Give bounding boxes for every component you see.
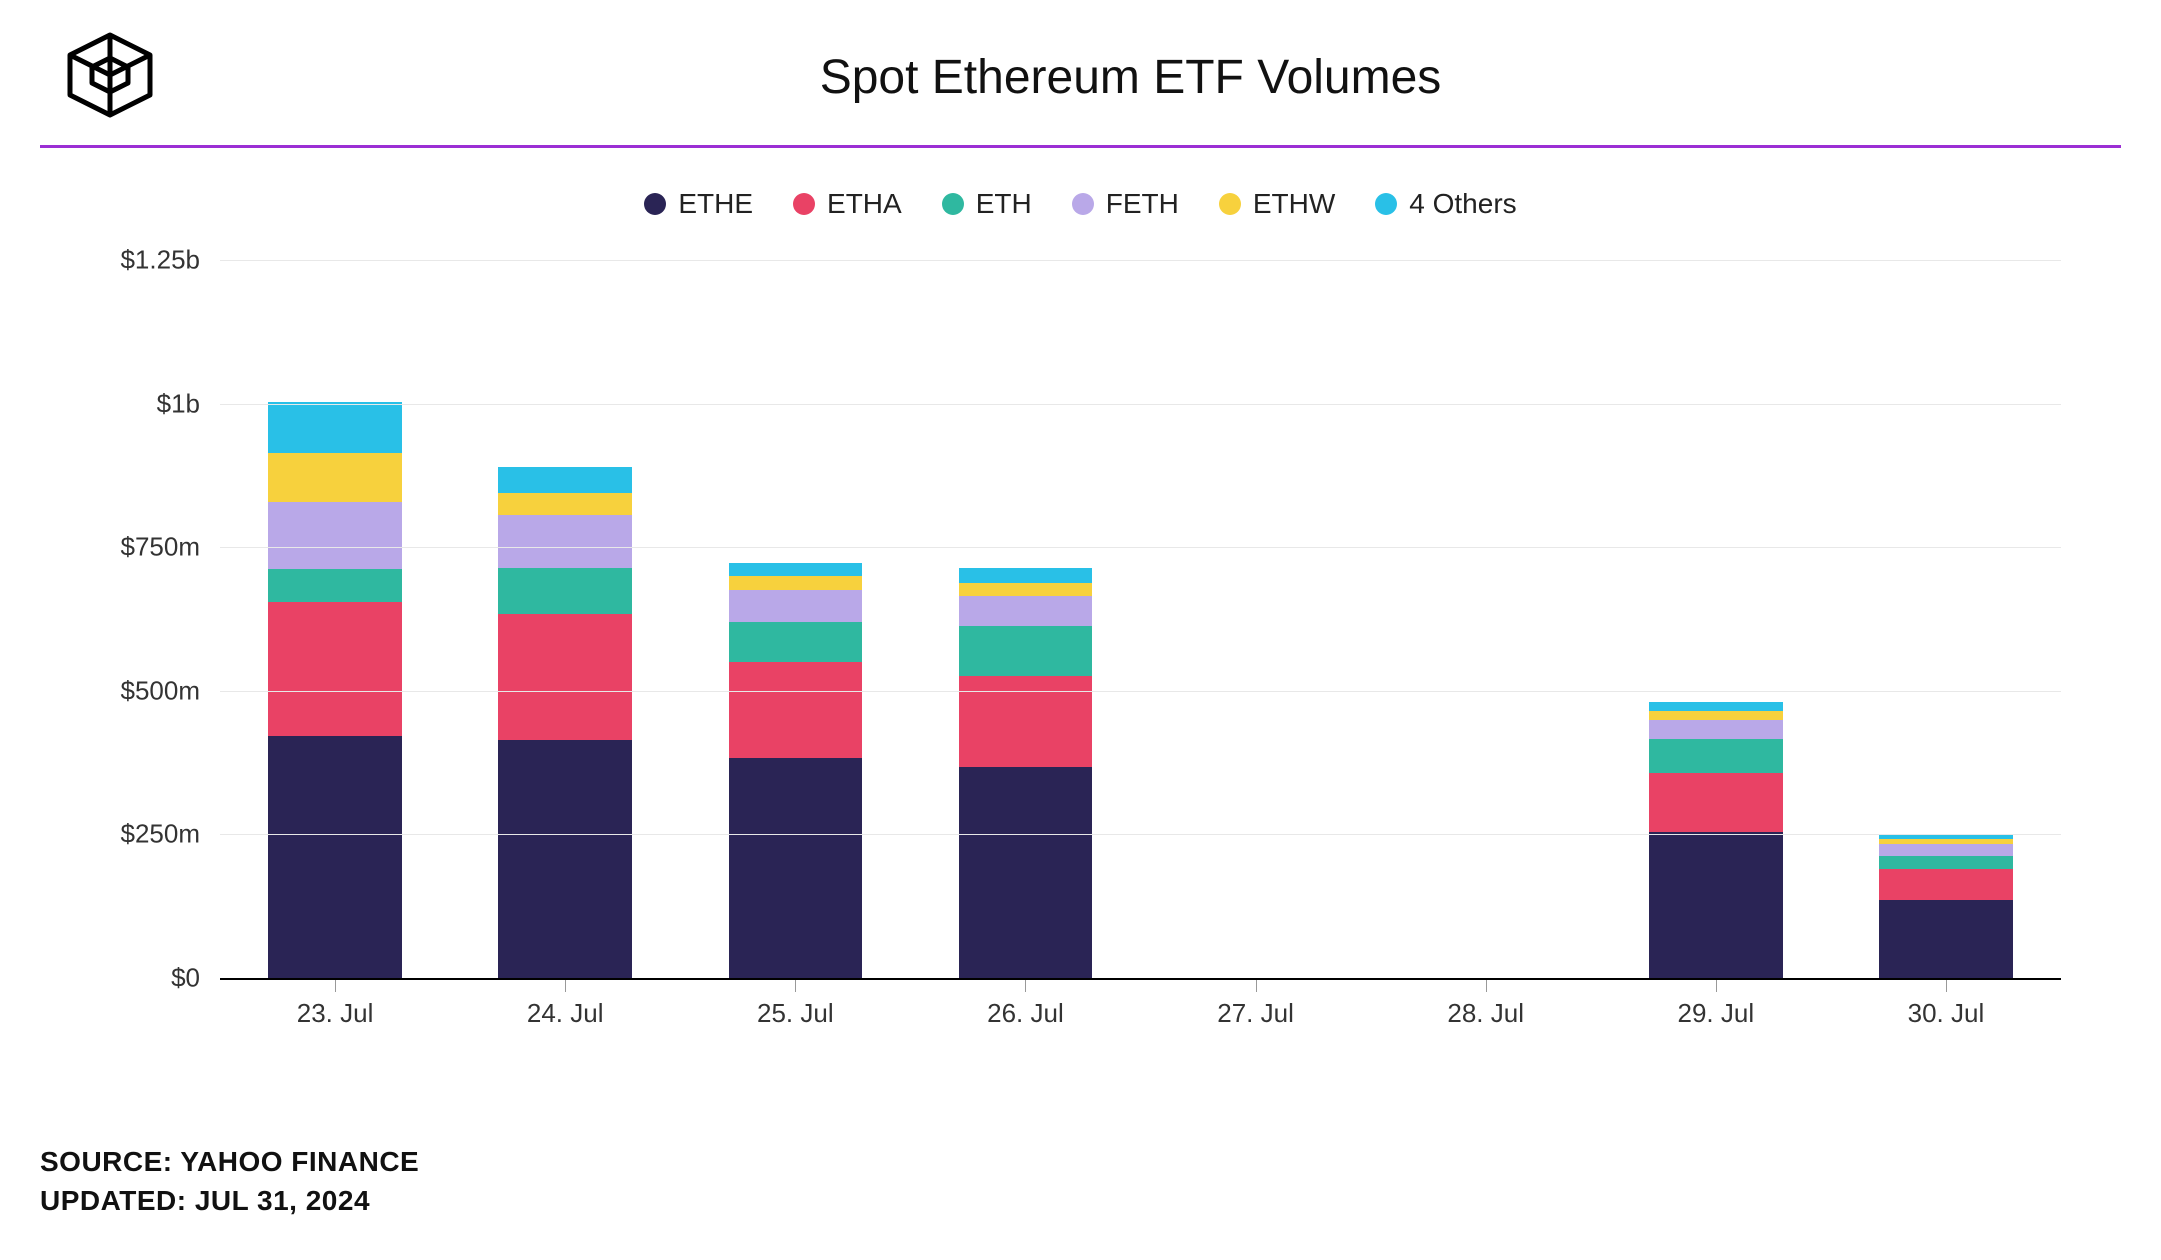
bar-slot	[680, 260, 910, 978]
bar-segment	[729, 576, 862, 589]
legend-label: ETHA	[827, 188, 902, 220]
chart-title: Spot Ethereum ETF Volumes	[160, 50, 2101, 105]
chart-footer: SOURCE: YAHOO FINANCE UPDATED: JUL 31, 2…	[40, 1142, 419, 1220]
bar-segment	[498, 467, 631, 494]
x-axis-label: 23. Jul	[220, 980, 450, 1040]
x-axis-label: 28. Jul	[1371, 980, 1601, 1040]
source-label: SOURCE: YAHOO FINANCE	[40, 1142, 419, 1181]
gridline	[220, 834, 2061, 835]
bar-segment	[1649, 702, 1782, 711]
stacked-bar	[959, 435, 1092, 978]
bar-slot	[1371, 260, 1601, 978]
x-axis-label: 25. Jul	[680, 980, 910, 1040]
bar-segment	[498, 614, 631, 740]
bar-slot	[1831, 260, 2061, 978]
legend-dot-icon	[1375, 193, 1397, 215]
bar-segment	[498, 568, 631, 614]
bar-segment	[1649, 773, 1782, 832]
legend-dot-icon	[942, 193, 964, 215]
bar-segment	[1879, 856, 2012, 869]
legend-item: FETH	[1072, 188, 1179, 220]
legend-item: ETHW	[1219, 188, 1335, 220]
bar-slot	[1601, 260, 1831, 978]
bar-segment	[1649, 720, 1782, 740]
x-axis-label: 26. Jul	[910, 980, 1140, 1040]
legend-dot-icon	[1072, 193, 1094, 215]
plot-region: $0$250m$500m$750m$1b$1.25b	[220, 260, 2061, 980]
bar-slot	[910, 260, 1140, 978]
legend-label: ETHE	[678, 188, 753, 220]
chart-legend: ETHE ETHA ETH FETH ETHW 4 Others	[0, 148, 2161, 240]
bar-segment	[268, 602, 401, 736]
bar-segment	[1879, 869, 2012, 900]
legend-item: 4 Others	[1375, 188, 1516, 220]
bar-segment	[1879, 900, 2012, 978]
bar-segment	[729, 662, 862, 758]
bar-slot	[220, 260, 450, 978]
x-axis-label: 30. Jul	[1831, 980, 2061, 1040]
chart-area: $0$250m$500m$750m$1b$1.25b 23. Jul24. Ju…	[80, 260, 2081, 1040]
bar-segment	[959, 626, 1092, 676]
y-axis-label: $1b	[80, 388, 200, 419]
stacked-bar	[1649, 533, 1782, 978]
bar-segment	[1879, 844, 2012, 856]
legend-item: ETHA	[793, 188, 902, 220]
y-axis-label: $0	[80, 963, 200, 994]
y-axis-label: $250m	[80, 819, 200, 850]
bar-segment	[729, 563, 862, 576]
y-axis-label: $500m	[80, 675, 200, 706]
bar-segment	[959, 568, 1092, 583]
y-axis-label: $750m	[80, 532, 200, 563]
legend-item: ETH	[942, 188, 1032, 220]
gridline	[220, 404, 2061, 405]
gridline	[220, 691, 2061, 692]
x-axis-labels: 23. Jul24. Jul25. Jul26. Jul27. Jul28. J…	[220, 980, 2061, 1040]
bar-segment	[1649, 711, 1782, 720]
bar-segment	[268, 736, 401, 978]
y-axis-label: $1.25b	[80, 245, 200, 276]
bar-segment	[729, 590, 862, 623]
legend-dot-icon	[1219, 193, 1241, 215]
gridline	[220, 547, 2061, 548]
stacked-bar	[1879, 656, 2012, 978]
bar-segment	[498, 740, 631, 978]
bar-segment	[959, 583, 1092, 596]
bar-segment	[1649, 832, 1782, 978]
bar-segment	[1649, 739, 1782, 773]
bar-segment	[268, 453, 401, 502]
stacked-bar	[498, 372, 631, 978]
bars-container	[220, 260, 2061, 978]
stacked-bar	[729, 432, 862, 978]
updated-label: UPDATED: JUL 31, 2024	[40, 1181, 419, 1220]
bar-segment	[498, 515, 631, 568]
x-axis-label: 29. Jul	[1601, 980, 1831, 1040]
bar-segment	[959, 767, 1092, 978]
chart-header: Spot Ethereum ETF Volumes	[0, 0, 2161, 145]
gridline	[220, 260, 2061, 261]
x-axis-label: 24. Jul	[450, 980, 680, 1040]
legend-dot-icon	[644, 193, 666, 215]
legend-dot-icon	[793, 193, 815, 215]
bar-segment	[268, 402, 401, 453]
bar-segment	[498, 493, 631, 515]
x-axis-label: 27. Jul	[1141, 980, 1371, 1040]
bar-segment	[268, 569, 401, 602]
legend-label: 4 Others	[1409, 188, 1516, 220]
legend-label: FETH	[1106, 188, 1179, 220]
bar-segment	[729, 622, 862, 661]
brand-logo-icon	[60, 30, 160, 125]
bar-segment	[268, 502, 401, 569]
bar-slot	[1141, 260, 1371, 978]
bar-slot	[450, 260, 680, 978]
stacked-bar	[268, 335, 401, 978]
bar-segment	[959, 596, 1092, 626]
bar-segment	[729, 758, 862, 978]
legend-label: ETHW	[1253, 188, 1335, 220]
legend-item: ETHE	[644, 188, 753, 220]
legend-label: ETH	[976, 188, 1032, 220]
